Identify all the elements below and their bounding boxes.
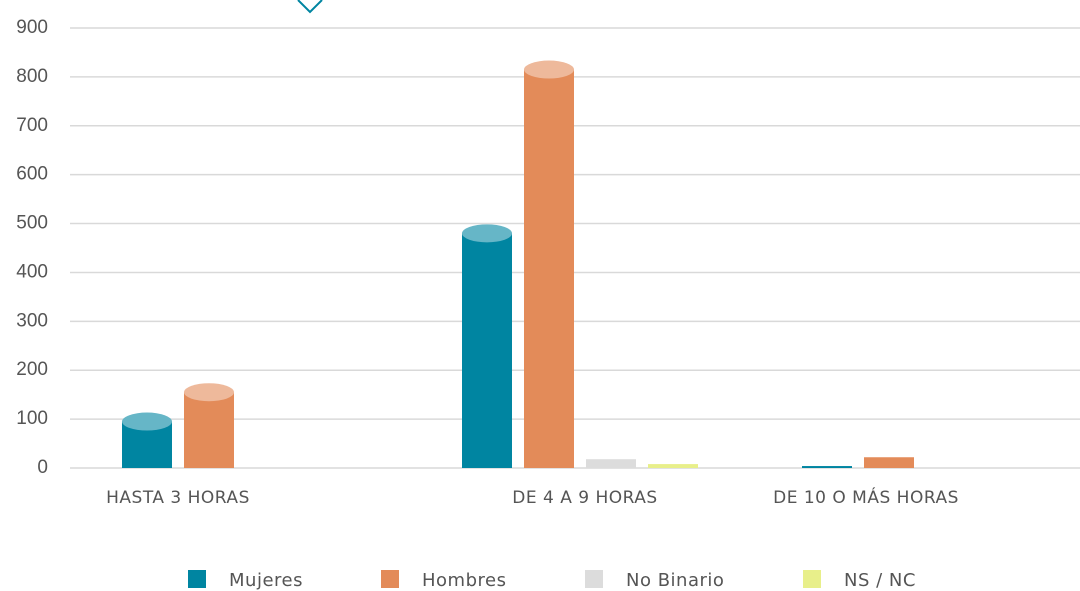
legend-label: No Binario	[626, 570, 724, 591]
y-tick-label: 900	[16, 17, 48, 38]
y-tick-label: 800	[16, 66, 48, 87]
legend-swatch	[585, 570, 603, 588]
y-tick-label: 400	[16, 261, 48, 282]
y-tick-label: 300	[16, 310, 48, 331]
bar	[586, 459, 636, 468]
legend-label: NS / NC	[844, 570, 916, 591]
bar-cap	[122, 412, 172, 431]
bar	[462, 233, 512, 468]
bar	[864, 457, 914, 468]
bar	[648, 464, 698, 468]
x-tick-label: DE 4 A 9 HORAS	[512, 488, 657, 508]
decoration	[297, 0, 323, 14]
y-tick-label: 700	[16, 115, 48, 136]
y-tick-label: 100	[16, 408, 48, 429]
legend-swatch	[188, 570, 206, 588]
bar-cap	[184, 383, 234, 402]
y-tick-label: 500	[16, 213, 48, 234]
legend-label: Hombres	[422, 570, 506, 591]
bar	[524, 69, 574, 469]
bar	[802, 466, 852, 468]
y-tick-label: 600	[16, 164, 48, 185]
y-tick-label: 0	[37, 457, 48, 478]
bar-cap	[524, 60, 574, 79]
y-tick-label: 200	[16, 359, 48, 380]
x-tick-label: DE 10 O MÁS HORAS	[773, 486, 959, 508]
legend-swatch	[381, 570, 399, 588]
bar-cap	[462, 224, 512, 243]
legend-label: Mujeres	[229, 570, 303, 591]
x-tick-label: HASTA 3 HORAS	[106, 488, 250, 508]
bar	[184, 392, 234, 468]
legend-swatch	[803, 570, 821, 588]
